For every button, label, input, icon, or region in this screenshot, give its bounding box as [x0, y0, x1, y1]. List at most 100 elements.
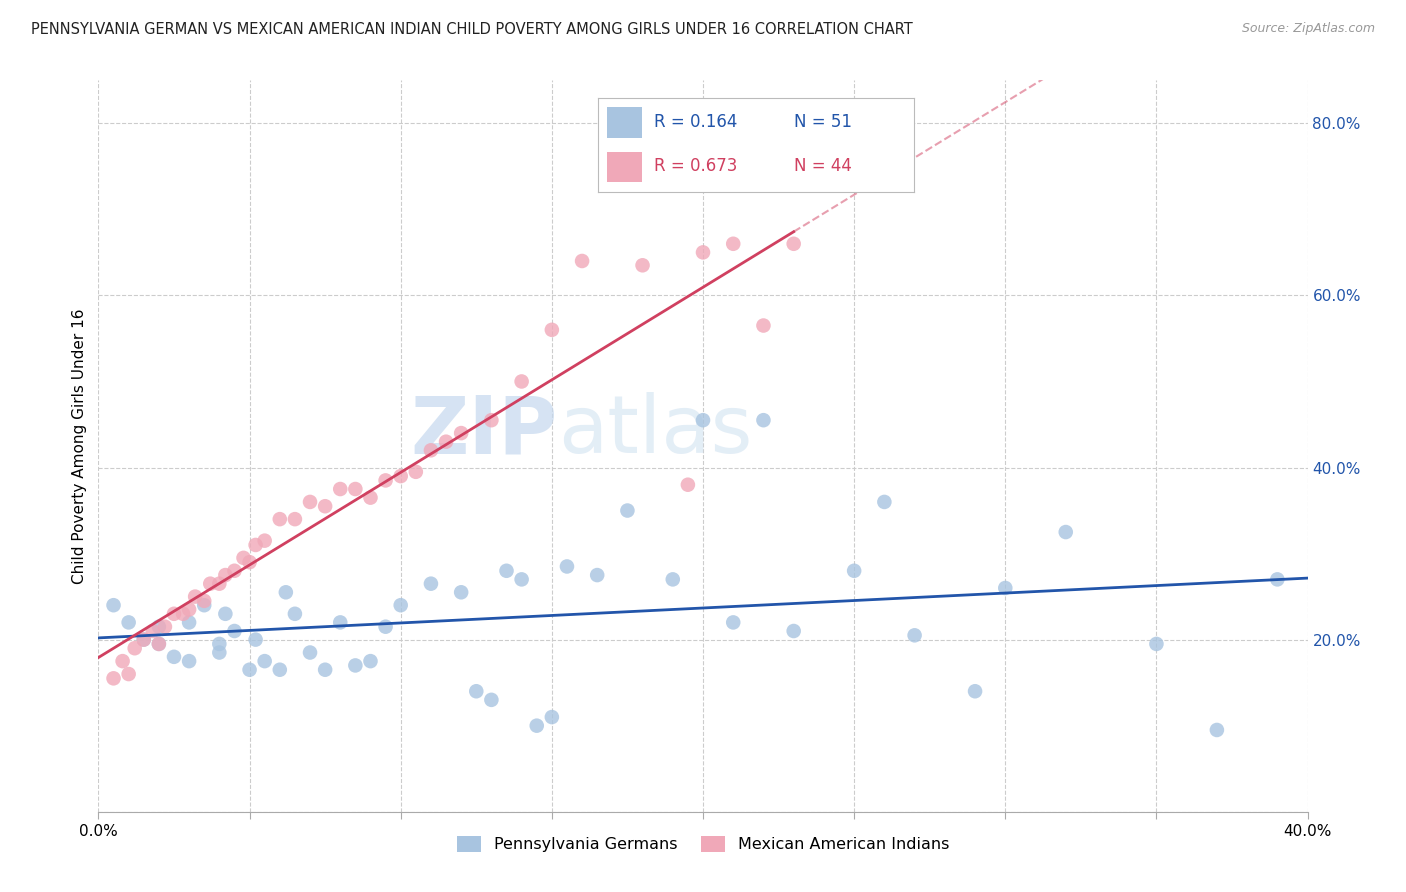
- Point: [208, 637, 231, 651]
- Point: [1054, 524, 1077, 539]
- Point: [616, 503, 638, 517]
- Point: [253, 654, 276, 668]
- Point: [374, 474, 396, 488]
- Point: [214, 607, 236, 621]
- Point: [692, 245, 714, 260]
- Point: [434, 434, 457, 449]
- Point: [103, 598, 125, 612]
- Point: [163, 649, 186, 664]
- Point: [389, 598, 412, 612]
- Point: [752, 413, 775, 427]
- Point: [374, 620, 396, 634]
- Point: [232, 550, 254, 565]
- Point: [132, 632, 155, 647]
- Point: [208, 646, 231, 660]
- Y-axis label: Child Poverty Among Girls Under 16: Child Poverty Among Girls Under 16: [72, 309, 87, 583]
- Point: [405, 465, 427, 479]
- Point: [571, 254, 593, 268]
- Point: [526, 719, 548, 733]
- Point: [1144, 637, 1167, 651]
- Point: [465, 684, 488, 698]
- Point: [555, 559, 578, 574]
- Point: [661, 573, 683, 587]
- Point: [510, 375, 533, 389]
- Point: [193, 594, 215, 608]
- Point: [844, 564, 866, 578]
- Point: [184, 590, 207, 604]
- Text: ZIP: ZIP: [411, 392, 558, 470]
- Point: [274, 585, 297, 599]
- Point: [193, 598, 215, 612]
- Point: [450, 585, 472, 599]
- Point: [103, 671, 125, 685]
- Point: [450, 426, 472, 441]
- Point: [540, 710, 562, 724]
- Point: [723, 236, 745, 251]
- Point: [344, 658, 367, 673]
- Point: [179, 615, 201, 630]
- Point: [389, 469, 412, 483]
- Point: [783, 236, 806, 251]
- Text: N = 51: N = 51: [793, 113, 852, 131]
- Point: [253, 533, 276, 548]
- Point: [676, 477, 699, 491]
- Point: [299, 495, 322, 509]
- Point: [481, 413, 503, 427]
- Point: [314, 500, 336, 514]
- Point: [224, 624, 246, 638]
- Text: N = 44: N = 44: [793, 158, 852, 176]
- Legend: Pennsylvania Germans, Mexican American Indians: Pennsylvania Germans, Mexican American I…: [450, 830, 956, 859]
- Point: [132, 632, 155, 647]
- Point: [965, 684, 987, 698]
- Point: [1206, 723, 1229, 737]
- Point: [148, 637, 170, 651]
- Point: [420, 576, 443, 591]
- Point: [208, 576, 231, 591]
- Point: [245, 632, 267, 647]
- Point: [148, 620, 170, 634]
- Text: Source: ZipAtlas.com: Source: ZipAtlas.com: [1241, 22, 1375, 36]
- Point: [172, 607, 194, 621]
- Point: [540, 323, 562, 337]
- Point: [510, 573, 533, 587]
- Point: [994, 581, 1017, 595]
- Point: [142, 624, 165, 638]
- Point: [118, 615, 141, 630]
- Point: [163, 607, 186, 621]
- Point: [118, 667, 141, 681]
- Point: [692, 413, 714, 427]
- Text: R = 0.164: R = 0.164: [654, 113, 738, 131]
- Text: atlas: atlas: [558, 392, 752, 470]
- Point: [269, 512, 291, 526]
- Point: [284, 607, 307, 621]
- Point: [314, 663, 336, 677]
- Point: [360, 491, 382, 505]
- Text: R = 0.673: R = 0.673: [654, 158, 738, 176]
- Point: [224, 564, 246, 578]
- Text: PENNSYLVANIA GERMAN VS MEXICAN AMERICAN INDIAN CHILD POVERTY AMONG GIRLS UNDER 1: PENNSYLVANIA GERMAN VS MEXICAN AMERICAN …: [31, 22, 912, 37]
- FancyBboxPatch shape: [607, 108, 641, 138]
- Point: [420, 443, 443, 458]
- Point: [214, 568, 236, 582]
- Point: [153, 620, 176, 634]
- Point: [873, 495, 896, 509]
- Point: [148, 637, 170, 651]
- Point: [495, 564, 517, 578]
- Point: [481, 693, 503, 707]
- Point: [344, 482, 367, 496]
- Point: [1267, 573, 1289, 587]
- Point: [124, 641, 146, 656]
- Point: [179, 602, 201, 616]
- Point: [284, 512, 307, 526]
- Point: [329, 482, 352, 496]
- Point: [179, 654, 201, 668]
- Point: [904, 628, 927, 642]
- Point: [360, 654, 382, 668]
- Point: [239, 663, 262, 677]
- Point: [245, 538, 267, 552]
- FancyBboxPatch shape: [607, 152, 641, 183]
- Point: [111, 654, 134, 668]
- Point: [586, 568, 609, 582]
- Point: [631, 258, 654, 272]
- Point: [783, 624, 806, 638]
